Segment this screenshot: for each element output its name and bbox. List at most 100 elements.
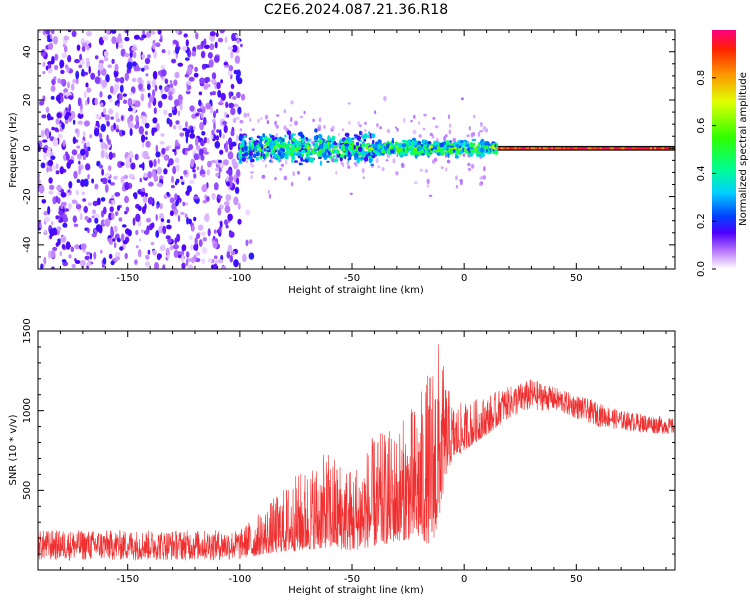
- heatmap-cell: [561, 147, 564, 150]
- heatmap-cell: [60, 204, 64, 210]
- heatmap-cell: [395, 171, 399, 176]
- heatmap-cell: [591, 147, 595, 150]
- heatmap-cell: [193, 216, 197, 222]
- heatmap-cell: [360, 135, 364, 139]
- heatmap-cell: [152, 117, 158, 124]
- heatmap-cell: [70, 110, 76, 120]
- heatmap-cell: [189, 133, 196, 139]
- heatmap-cell: [73, 170, 78, 179]
- heatmap-cell: [530, 147, 534, 150]
- heatmap-cell: [202, 237, 207, 242]
- heatmap-cell: [358, 124, 363, 128]
- heatmap-cell: [129, 128, 133, 137]
- heatmap-cell: [544, 147, 548, 150]
- heatmap-cell: [219, 30, 225, 34]
- snr-ticks: -150 -100 -50 0 50 500 1000 1500: [22, 318, 675, 585]
- heatmap-cell: [198, 239, 203, 247]
- heatmap-cell: [284, 146, 289, 150]
- heatmap-cell: [250, 174, 254, 180]
- heatmap-cell: [185, 129, 190, 139]
- heatmap-cell: [224, 36, 228, 43]
- heatmap-cell: [181, 255, 184, 264]
- heatmap-cell: [129, 51, 133, 58]
- heatmap-cell: [190, 244, 193, 251]
- heatmap-cell: [196, 166, 200, 171]
- heatmap-cell: [204, 213, 210, 222]
- colorbar-tick-label: 0.0: [696, 261, 707, 277]
- heatmap-cell: [71, 149, 78, 156]
- heatmap-cell: [174, 99, 180, 107]
- heatmap-cell: [217, 195, 223, 199]
- heatmap-cell: [419, 168, 423, 172]
- heatmap-cell: [284, 153, 289, 160]
- heatmap-cell: [225, 101, 229, 109]
- heatmap-cell: [103, 206, 107, 215]
- heatmap-cell: [179, 132, 185, 137]
- heatmap-cell: [368, 131, 371, 135]
- heatmap-cell: [414, 181, 418, 185]
- heatmap-cell: [426, 178, 430, 184]
- heatmap-cell: [42, 61, 46, 67]
- heatmap-cell: [407, 139, 411, 146]
- heatmap-panel: -150 -100 -50 0 50 -40 -20 0 20 40 Height of stra…: [8, 29, 676, 296]
- heatmap-cell: [174, 193, 178, 201]
- heatmap-cell: [127, 116, 130, 125]
- heatmap-cell: [59, 250, 63, 257]
- heatmap-cell: [666, 147, 669, 150]
- heatmap-cell: [111, 30, 117, 34]
- heatmap-cell: [322, 152, 327, 158]
- heatmap-cell: [603, 147, 607, 150]
- heatmap-cell: [195, 251, 201, 256]
- heatmap-cell: [459, 150, 463, 154]
- heatmap-cell: [46, 130, 50, 140]
- heatmap-cell: [386, 143, 390, 149]
- heatmap-cell: [67, 54, 72, 63]
- heatmap-cell: [142, 143, 145, 148]
- heatmap-cell: [103, 107, 107, 115]
- heatmap-cell: [203, 151, 209, 155]
- heatmap-cell: [257, 118, 260, 123]
- heatmap-cell: [125, 228, 130, 235]
- heatmap-cell: [226, 169, 232, 175]
- heatmap-cell: [345, 150, 348, 156]
- heatmap-cell: [51, 165, 57, 171]
- heatmap-cell: [275, 132, 278, 138]
- heatmap-cell: [135, 229, 139, 236]
- heatmap-cell: [237, 106, 242, 115]
- heatmap-cell: [149, 31, 156, 35]
- heatmap-cell: [52, 35, 59, 45]
- heatmap-cell: [242, 253, 247, 263]
- heatmap-cell: [267, 190, 270, 194]
- heatmap-cell: [230, 250, 236, 256]
- heatmap-cell: [157, 30, 162, 35]
- heatmap-cell: [231, 158, 237, 166]
- heatmap-cell: [137, 205, 142, 211]
- heatmap-cell: [302, 159, 306, 162]
- heatmap-cell: [264, 164, 268, 168]
- heatmap-marks: [38, 30, 675, 269]
- heatmap-cell: [133, 34, 140, 40]
- heatmap-cell: [291, 159, 294, 163]
- heatmap-cell: [482, 126, 487, 131]
- heatmap-cell: [82, 198, 87, 202]
- heatmap-cell: [161, 244, 166, 249]
- heatmap-cell: [43, 256, 47, 265]
- heatmap-cell: [358, 146, 363, 153]
- heatmap-cell: [433, 140, 438, 147]
- heatmap-cell: [135, 245, 139, 249]
- heatmap-cell: [479, 130, 483, 133]
- heatmap-cell: [71, 199, 78, 204]
- heatmap-cell: [63, 35, 70, 41]
- heatmap-cell: [104, 172, 111, 177]
- heatmap-cell: [177, 62, 184, 67]
- heatmap-cell: [607, 147, 611, 150]
- heatmap-cell: [280, 163, 284, 167]
- heatmap-cell: [645, 147, 649, 150]
- heatmap-cell: [173, 125, 177, 130]
- heatmap-cell: [404, 148, 408, 154]
- heatmap-cell: [208, 59, 214, 68]
- heatmap-cell: [116, 205, 121, 211]
- heatmap-cell: [251, 142, 255, 149]
- heatmap-cell: [466, 134, 470, 138]
- heatmap-cell: [347, 165, 351, 169]
